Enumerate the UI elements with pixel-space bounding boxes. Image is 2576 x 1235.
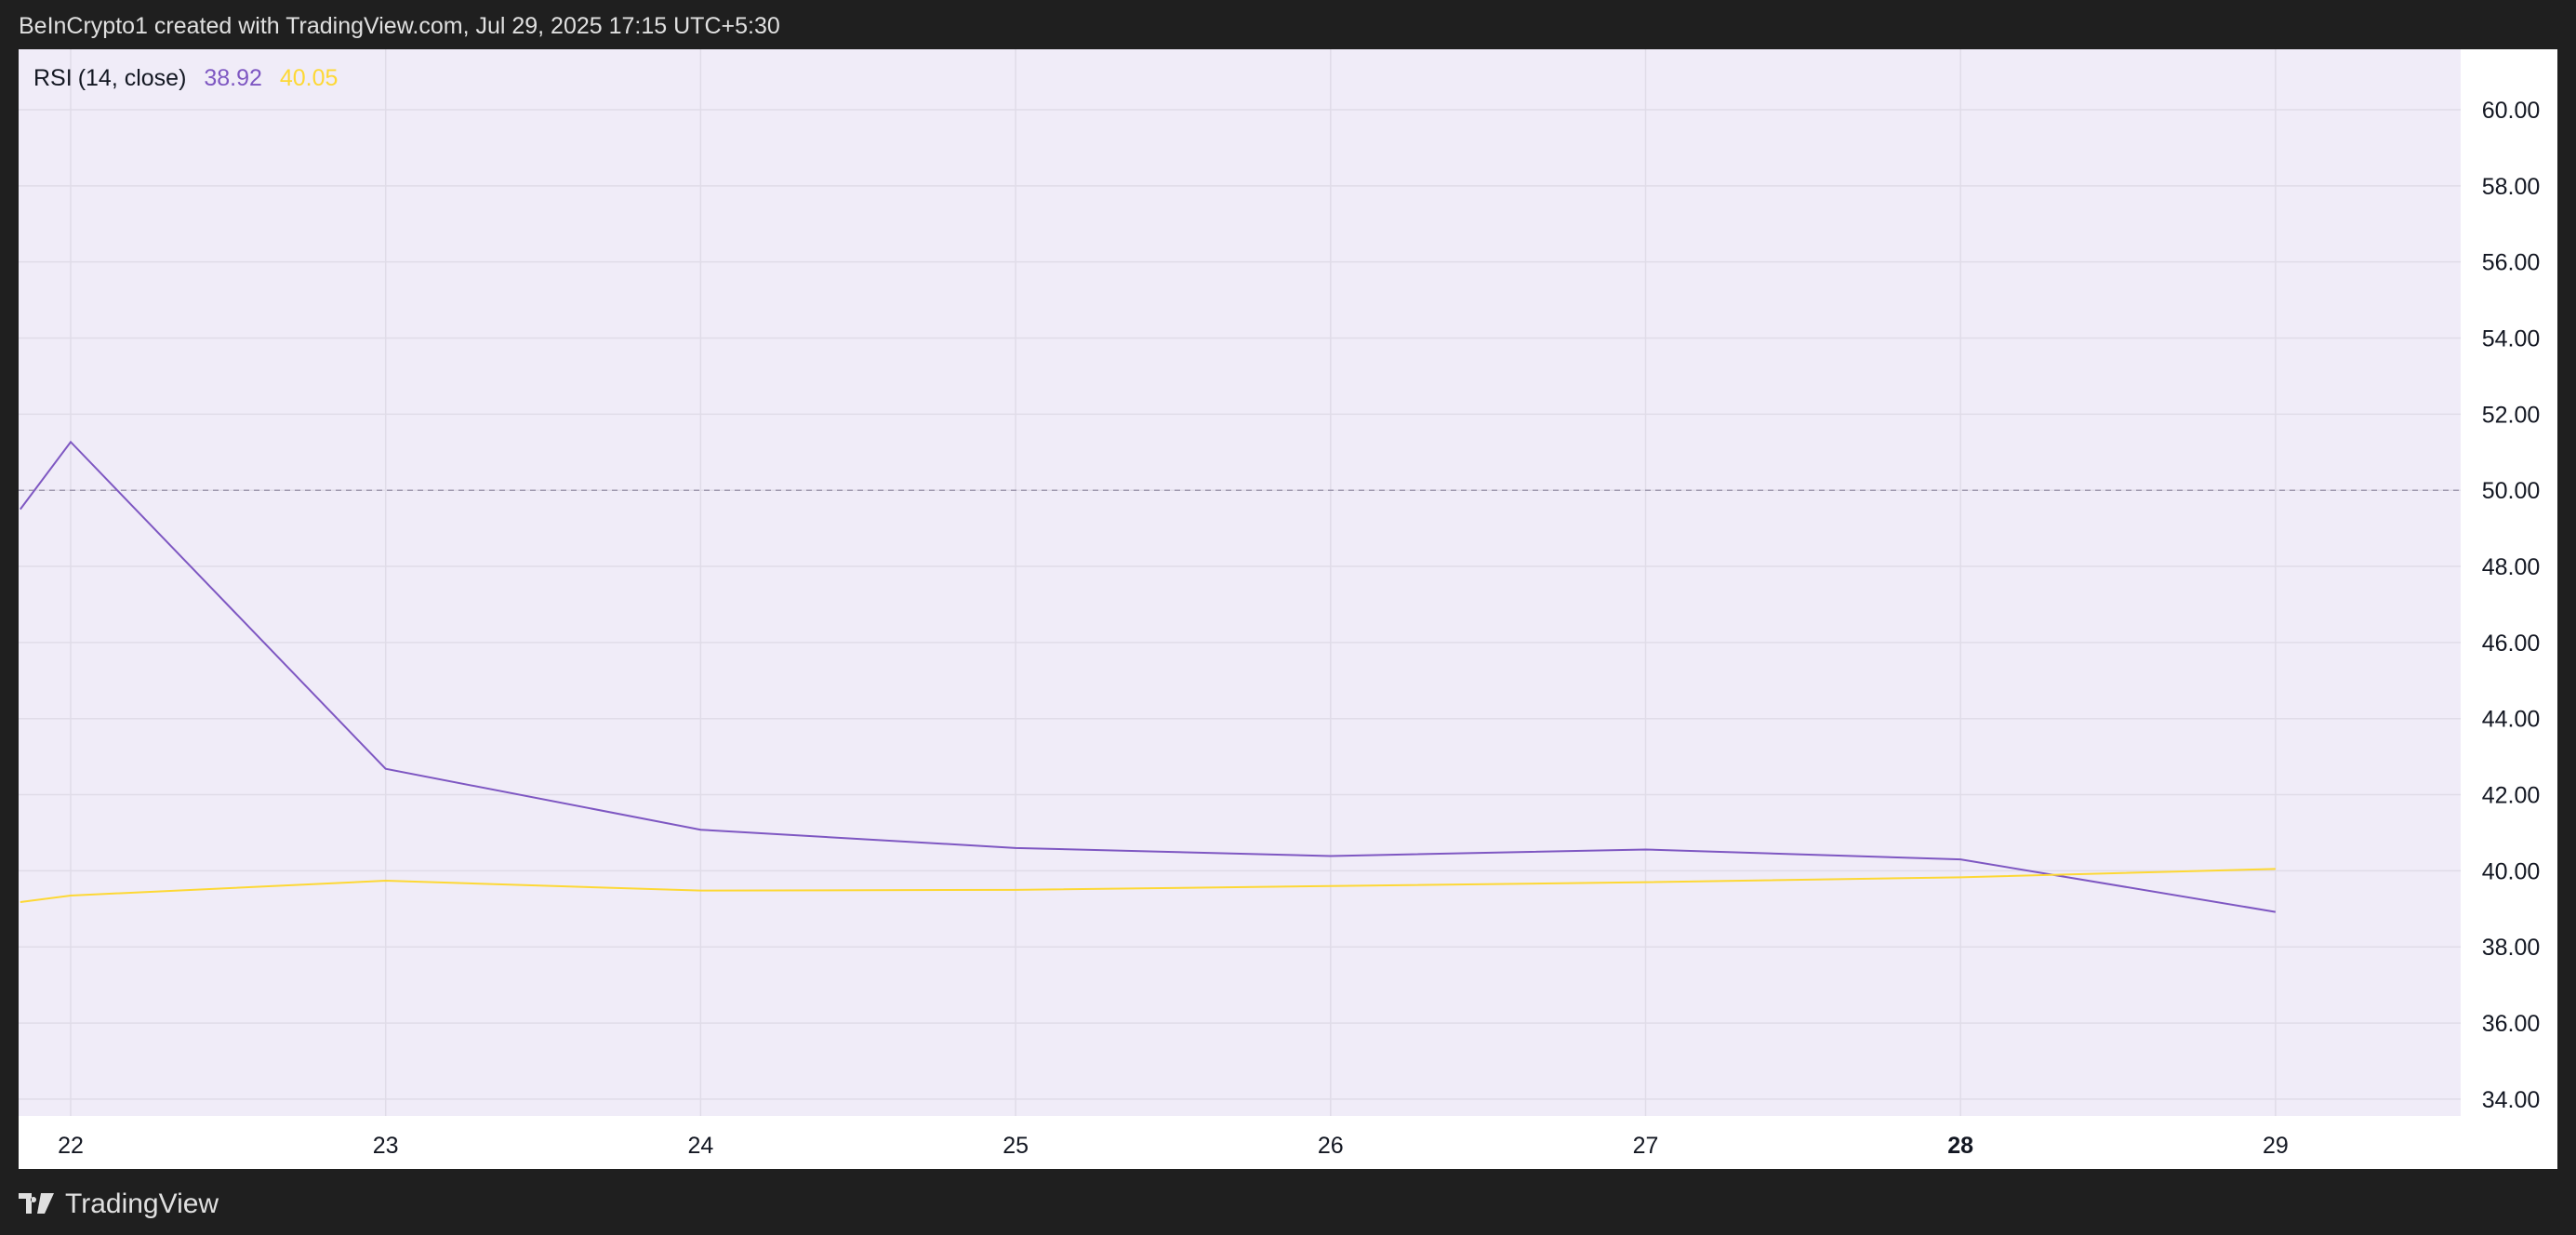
indicator-legend[interactable]: RSI (14, close) 38.92 40.05 — [33, 65, 349, 92]
x-tick-label: 26 — [1318, 1133, 1344, 1159]
plot-area — [19, 49, 2461, 1116]
legend-name: RSI — [33, 65, 73, 91]
x-tick-label: 23 — [373, 1133, 399, 1159]
y-tick-label: 50.00 — [2482, 478, 2541, 504]
y-tick-label: 48.00 — [2482, 554, 2541, 580]
y-tick-label: 34.00 — [2482, 1087, 2541, 1113]
y-tick-label: 46.00 — [2482, 631, 2541, 657]
legend-params: (14, close) — [77, 65, 187, 91]
y-tick-label: 58.00 — [2482, 174, 2541, 200]
legend-rsi-value: 38.92 — [204, 65, 262, 91]
x-tick-label: 27 — [1633, 1133, 1659, 1159]
rsi-line — [20, 440, 2277, 913]
legend-ma-value: 40.05 — [279, 65, 339, 91]
x-tick-label: 28 — [1947, 1133, 1973, 1159]
y-tick-label: 54.00 — [2482, 326, 2541, 352]
y-tick-label: 56.00 — [2482, 250, 2541, 276]
y-tick-label: 36.00 — [2482, 1011, 2541, 1037]
footer: TradingView — [19, 1189, 219, 1220]
y-tick-label: 42.00 — [2482, 783, 2541, 809]
tradingview-logo-icon — [19, 1193, 54, 1214]
x-tick-label: 24 — [687, 1133, 713, 1159]
y-tick-label: 44.00 — [2482, 707, 2541, 733]
rsi-ma-line — [20, 868, 2276, 903]
chart-attribution: BeInCrypto1 created with TradingView.com… — [19, 13, 780, 39]
y-tick-label: 40.00 — [2482, 858, 2541, 884]
x-tick-label: 25 — [1003, 1133, 1029, 1159]
y-tick-label: 38.00 — [2482, 935, 2541, 961]
x-tick-label: 29 — [2263, 1133, 2289, 1159]
x-tick-label: 22 — [58, 1133, 84, 1159]
footer-brand: TradingView — [65, 1189, 219, 1219]
y-tick-label: 52.00 — [2482, 402, 2541, 428]
y-tick-label: 60.00 — [2482, 98, 2541, 124]
